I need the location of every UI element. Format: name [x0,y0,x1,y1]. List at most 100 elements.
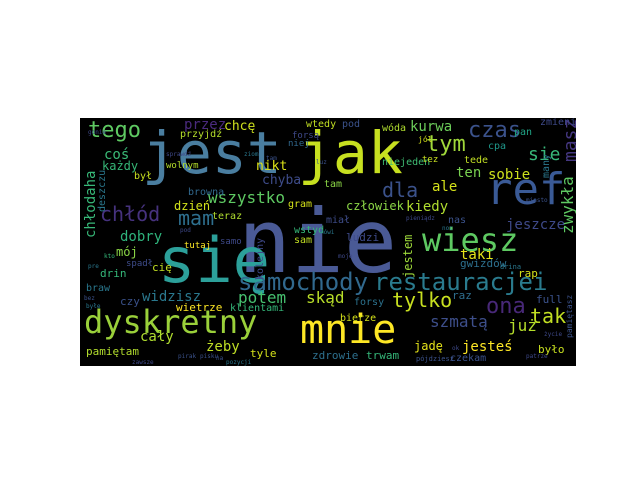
word: nie [238,190,397,293]
word: był [134,171,153,182]
word: człowiek [346,199,404,213]
word: ludzi [346,231,380,244]
word: wietrze [176,301,223,314]
word: pamiętam [86,345,139,358]
word: restauracjei [374,268,548,296]
word: trwam [366,349,400,362]
word: forsą [292,131,320,141]
word: jeszcze [506,217,566,233]
word: drina [500,263,522,271]
word: czekam [450,353,487,364]
word: jak [298,119,403,187]
word: browna [188,187,225,198]
word: cały [140,329,174,345]
word: pozycji [226,359,252,366]
word: kiedy [406,199,449,215]
word: żeby [206,339,240,355]
word: pod [180,227,191,234]
word: przyjdź [180,129,223,140]
word: tam [266,155,277,162]
word: samochody [238,268,369,296]
word: zdrowie [312,349,359,362]
word: chcę [224,119,256,134]
word: jadę [414,339,443,353]
word: dyskretny [84,303,258,341]
word: pod [342,119,361,130]
word: cię [152,261,172,274]
word: patrze [526,353,548,360]
word: ale [432,179,458,195]
word: rap [518,267,538,280]
word: mam [178,206,215,230]
word: bierze [340,313,377,324]
word-cloud: nie jest jak się ref wiesz dyskretny mni… [80,118,576,366]
word: pisku [200,353,219,360]
word: luz [316,159,327,166]
word: przez [184,118,227,133]
word: wstyd [294,225,325,236]
word: pamiętasz [565,294,574,338]
word: deszczu [97,169,108,212]
word: coś [104,147,130,163]
word: wszystko [208,188,286,207]
word: niejeden [382,157,431,168]
word: jestem [401,234,415,278]
word: wtedy [306,119,337,130]
word: wiesz [422,221,519,259]
word: sprawdź [166,151,192,158]
word: ona [486,294,526,319]
word: moje [338,253,353,260]
word: pan [514,127,533,138]
word: klientami [230,303,285,314]
word: pirak [178,353,197,360]
word: gonie [88,129,107,136]
word: tak [530,304,567,328]
word: bez [84,295,95,302]
word: miał [326,215,351,226]
word: na [216,355,224,362]
word: dla [382,178,419,202]
word: teraz [212,211,243,222]
word: kurwa [410,119,453,135]
word: raz [452,289,472,302]
word: pójdziesz [416,355,454,363]
word: tego [88,118,141,143]
word: niej [288,139,310,149]
word: taki [460,247,494,263]
word: kolejny [255,237,266,280]
word: pre [88,263,99,270]
word: już [508,316,537,335]
word: skąd [306,288,345,307]
word: full [536,293,563,306]
word: jól [418,135,433,144]
word: chłód [100,202,161,226]
word: jesteś [462,339,513,355]
word: zwykła [558,176,576,234]
word: kto [104,253,115,260]
word: było [538,343,565,356]
word: tede [464,155,489,166]
word: many [541,153,552,178]
word: gwizdów [460,257,507,270]
word: byłe [86,303,101,310]
word: mówi [320,229,335,236]
word: nikt [256,159,288,174]
word: każdy [102,159,139,173]
word: tutaj [184,241,212,251]
word: spadł [126,259,154,269]
word: chyba [262,173,302,188]
word: wolnym [166,161,199,171]
word: tym [426,132,466,157]
word: drin [100,267,127,280]
word: widzisz [142,289,202,305]
word: sie [528,144,561,165]
word: chłodaha [83,170,99,238]
word: tam [324,179,343,190]
word: się [158,224,270,297]
word: ok [452,345,460,352]
word: tyle [250,347,277,360]
word: dobry [120,229,163,245]
word: potem [238,288,287,307]
word: braw [86,283,111,294]
word: mnie [300,307,397,353]
